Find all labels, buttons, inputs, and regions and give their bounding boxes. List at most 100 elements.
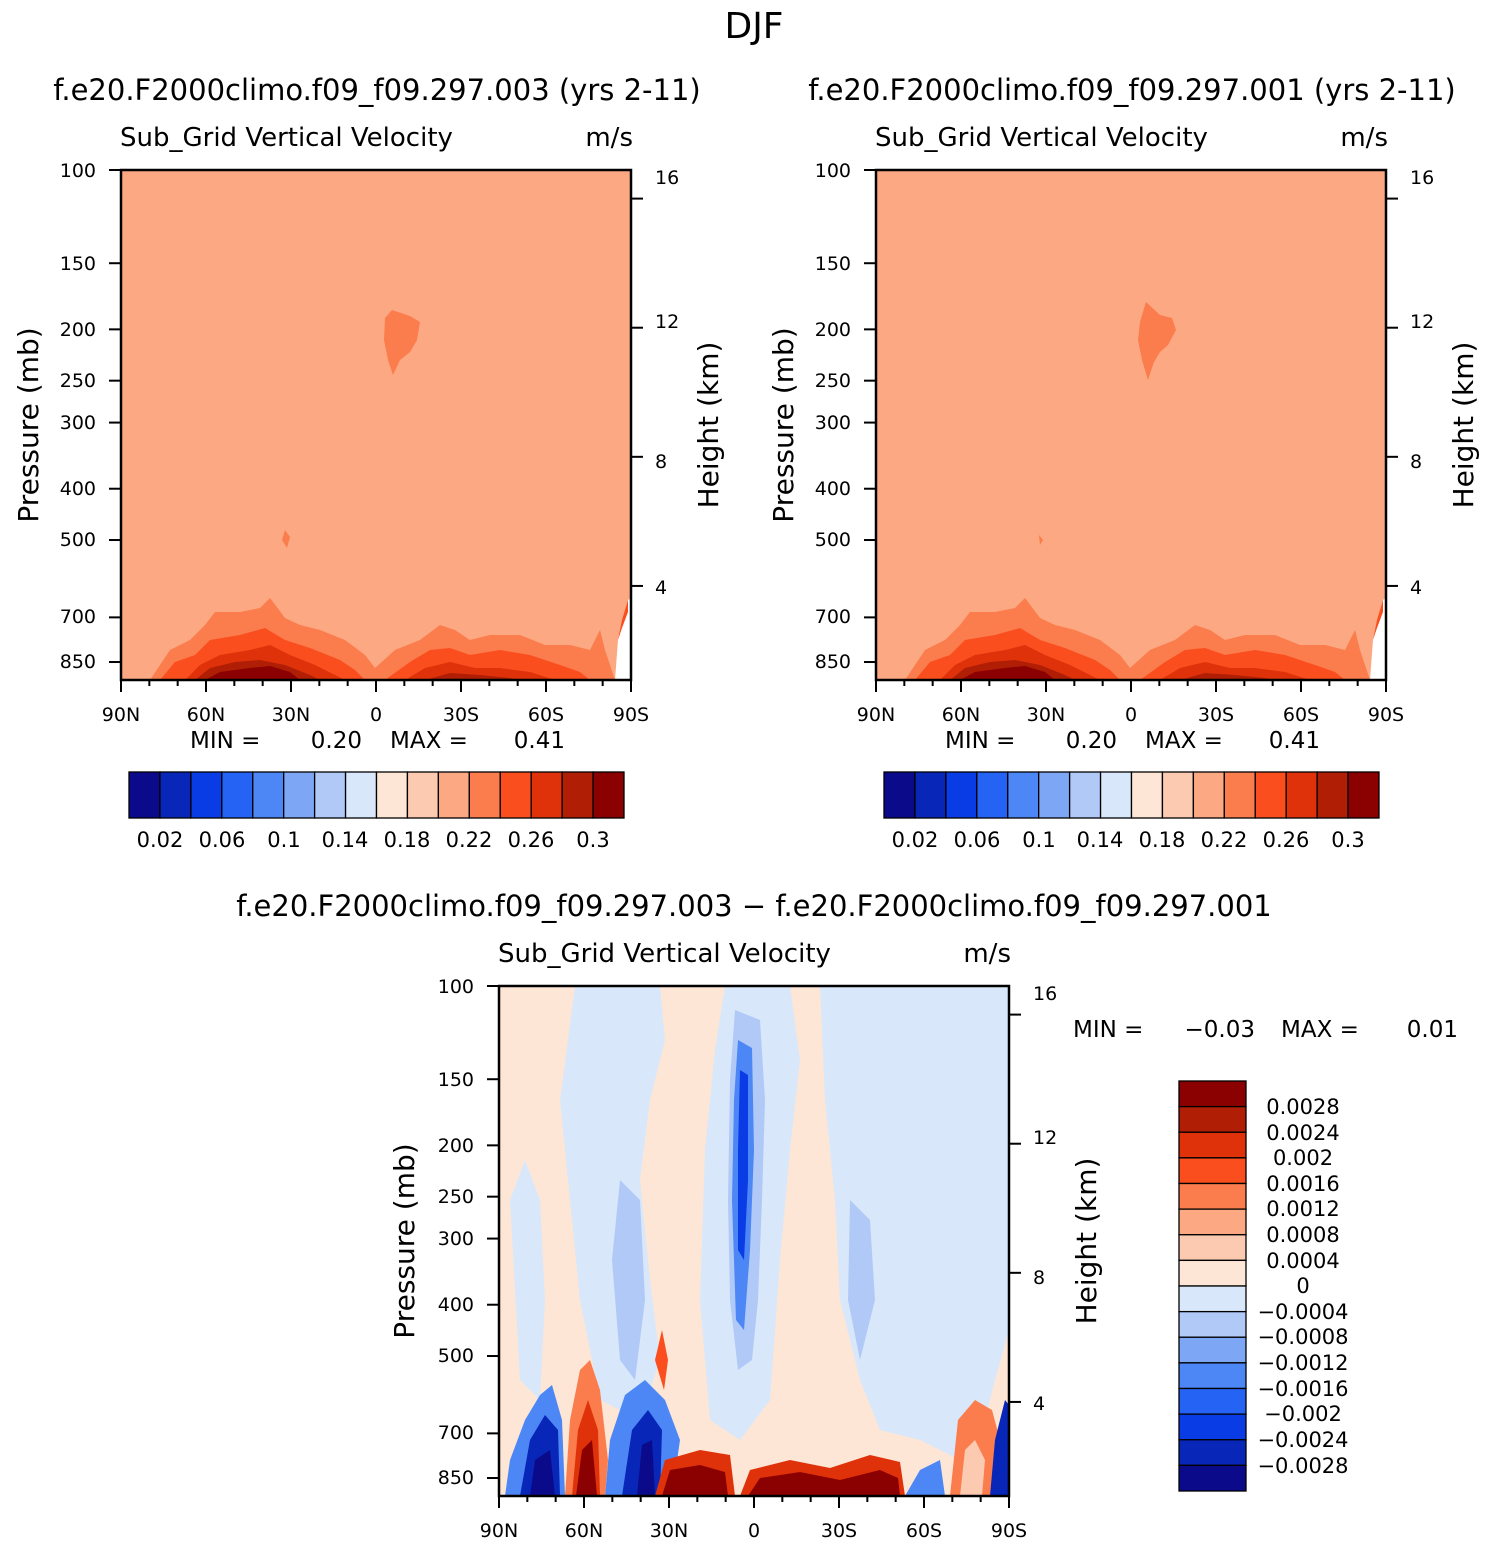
panel-1-upper-blob [384,310,420,375]
panel-2-min-value: 0.20 [1066,728,1117,754]
colorbar-box [1316,771,1349,819]
panel-2-x-tick-label: 60S [1283,704,1319,726]
panel-3-y-tick-label: 300 [438,1228,474,1250]
panel-3-blue-core [738,1070,748,1260]
panel-1-colorbar-label: 0.02 [137,828,184,852]
panel-1-right-axis: 16 12 8 4 Height (km) [655,167,725,599]
panel-3-max-label: MAX = [1281,1017,1359,1043]
panel-3-y-axis-label: Pressure (mb) [388,1143,421,1338]
colorbar-box [1178,1387,1247,1415]
colorbar-box [1254,771,1287,819]
panel-3-colorbar-label: 0.002 [1273,1146,1333,1170]
page-title: DJF [724,6,783,47]
panel-2-colorbar-label: 0.14 [1077,828,1124,852]
panel-3-y-tick-label: 500 [438,1345,474,1367]
panel-1-minmax: MIN = 0.20 MAX = 0.41 [190,728,565,754]
panel-3-y-tick-label: 700 [438,1422,474,1444]
panel-1-max-value: 0.41 [514,728,565,754]
colorbar-box [1223,771,1256,819]
panel-3-colorbar-label: 0.0024 [1266,1121,1339,1145]
panel-3-colorbar-label: 0.0016 [1266,1172,1339,1196]
colorbar-box [406,771,440,819]
panel-2-y-tick-label: 250 [815,370,851,392]
panel-1-y2-tick-label: 16 [655,167,679,189]
panel-3-colorbar-label: 0 [1296,1274,1309,1298]
panel-3-red-column [655,1330,668,1390]
colorbar-box [468,771,501,819]
colorbar-box [1178,1285,1247,1313]
panel-2-lower-band-5 [960,666,1055,680]
panel-2-y-tick-label: 500 [815,529,851,551]
panel-2-x-tick-label: 90S [1368,704,1404,726]
panel-1-min-value: 0.20 [311,728,362,754]
panel-2: f.e20.F2000climo.f09_f09.297.001 (yrs 2-… [767,73,1480,852]
panel-2-y-axis-label: Pressure (mb) [767,327,800,522]
panel-3-colorbar-label: −0.0024 [1257,1428,1348,1452]
colorbar-box [976,771,1009,819]
panel-2-min-label: MIN = [945,728,1015,754]
panel-3-x-tick-label: 60S [906,1520,942,1542]
panel-2-left-axis: 100 150 200 250 300 400 500 700 850 Pres… [767,160,851,673]
panel-2-y-tick-label: 150 [815,253,851,275]
panel-1-colorbar-label: 0.3 [576,828,609,852]
panel-2-plot [864,168,1398,692]
colorbar-box [1178,1080,1247,1108]
colorbar-box [1178,1259,1247,1287]
colorbar-box [190,771,223,819]
panel-1-y2-axis-label: Height (km) [692,342,725,509]
panel-3-colorbar-label: −0.0008 [1257,1325,1348,1349]
panel-3-minmax: MIN = −0.03 MAX = 0.01 [1073,1017,1458,1043]
panel-3-colorbar-label: −0.0016 [1257,1377,1348,1401]
colorbar-box [1178,1336,1247,1364]
colorbar-box [914,771,947,819]
panel-3-lower-blue-column [530,1450,555,1496]
panel-3-right-edge-mix [960,1440,985,1496]
panel-1-y-tick-label: 150 [60,253,96,275]
colorbar-box [1130,771,1164,819]
colorbar-box [344,771,378,819]
panel-2-y-tick-label: 100 [815,160,851,182]
panel-1-colorbar-label: 0.26 [508,828,555,852]
panel-3-y-tick-label: 150 [438,1069,474,1091]
panel-1-y-tick-label: 100 [60,160,96,182]
panel-3-light-blue-region [820,986,1009,1460]
panel-3-red-column [576,1440,597,1496]
panel-1-y-tick-label: 400 [60,478,96,500]
panel-3-y2-tick-label: 16 [1033,983,1057,1005]
panel-2-subtitle: Sub_Grid Vertical Velocity [875,123,1208,153]
panel-1-left-axis: 100 150 200 250 300 400 500 700 850 Pres… [12,160,96,673]
panel-1-right-edge [615,598,631,680]
colorbar-box [1099,771,1133,819]
colorbar-box [1007,771,1040,819]
panel-1-colorbar-label: 0.14 [322,828,369,852]
panel-1-y-tick-label: 250 [60,370,96,392]
colorbar-box [499,771,532,819]
panel-2-title: f.e20.F2000climo.f09_f09.297.001 (yrs 2-… [808,73,1455,107]
panel-3-colorbar-label: 0.0008 [1266,1223,1339,1247]
panel-3-max-value: 0.01 [1407,1017,1458,1043]
panel-1-x-tick-label: 30N [272,704,310,726]
panel-1-background [121,170,631,680]
panel-3-x-tick-label: 60N [565,1520,603,1542]
panel-3-y2-tick-label: 4 [1033,1393,1045,1415]
colorbar-box [437,771,470,819]
panel-2-colorbar-label: 0.26 [1263,828,1310,852]
panel-3-left-axis: 100 150 200 250 300 400 500 700 850 Pres… [388,976,474,1489]
panel-3-colorbar-labels: 0.0028 0.0024 0.002 0.0016 0.0012 0.0008… [1257,1095,1348,1478]
colorbar-box [1178,1464,1247,1492]
panel-2-right-axis: 16 12 8 4 Height (km) [1410,167,1480,599]
colorbar-box [1178,1105,1247,1133]
panel-3-x-tick-label: 30S [821,1520,857,1542]
panel-3-lower-blue-column [637,1440,655,1496]
panel-2-colorbar [883,771,1380,819]
panel-2-max-value: 0.41 [1269,728,1320,754]
panel-2-x-tick-label: 60N [942,704,980,726]
colorbar-box [1178,1234,1247,1262]
panel-1-y2-tick-label: 8 [655,451,667,473]
panel-3-blue-region [848,1200,875,1360]
panel-1-colorbar-labels: 0.02 0.06 0.1 0.14 0.18 0.22 0.26 0.3 [137,828,610,852]
panel-1-x-tick-label: 90S [613,704,649,726]
panel-2-x-tick-label: 0 [1125,704,1137,726]
panel-1-colorbar-label: 0.06 [199,828,246,852]
panel-2-x-tick-label: 30N [1027,704,1065,726]
